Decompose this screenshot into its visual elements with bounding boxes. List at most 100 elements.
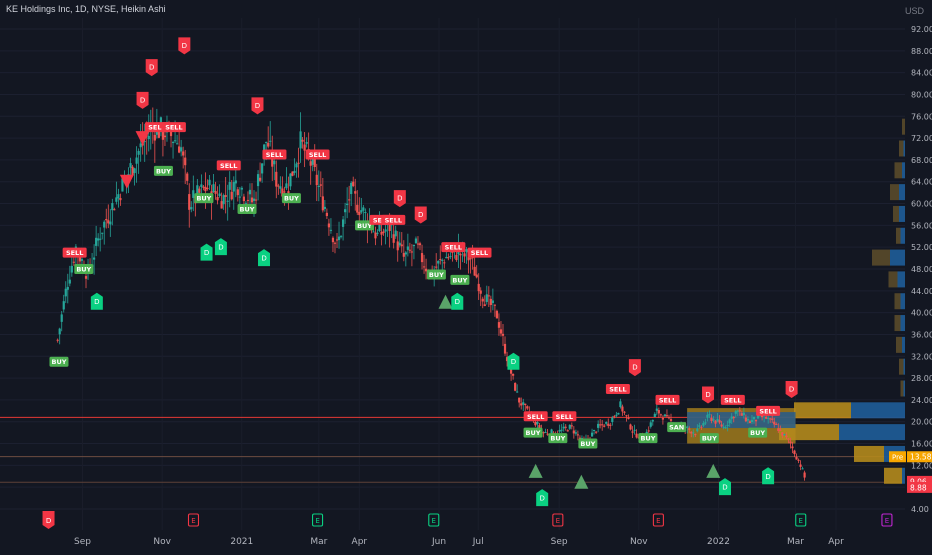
candle-body bbox=[487, 295, 490, 297]
signal-badge bbox=[426, 269, 446, 280]
price-axis-tick: 80.00 bbox=[911, 90, 932, 99]
candle-body bbox=[568, 424, 571, 429]
dividend-flag bbox=[628, 359, 641, 377]
candle-body bbox=[346, 203, 349, 206]
candle-body bbox=[309, 161, 312, 166]
candle-body bbox=[105, 219, 108, 221]
candle-body bbox=[803, 472, 806, 478]
candle-body bbox=[633, 429, 636, 431]
candle-body bbox=[271, 154, 274, 167]
candle-body bbox=[398, 242, 401, 246]
price-labels: 13.58Pre9.068.88 bbox=[889, 451, 932, 493]
candle-body bbox=[66, 286, 69, 290]
candle-body bbox=[319, 184, 322, 186]
price-axis-tick: 32.00 bbox=[911, 352, 932, 361]
candle-body bbox=[475, 274, 478, 278]
candle-body bbox=[621, 406, 624, 412]
candle-body bbox=[779, 429, 782, 431]
candle-body bbox=[505, 357, 509, 362]
event-text: E bbox=[799, 517, 803, 525]
time-axis-label: Sep bbox=[551, 537, 568, 547]
signal-badge bbox=[720, 394, 745, 405]
candle-body bbox=[578, 437, 582, 439]
candle-body bbox=[416, 243, 420, 245]
candle-body bbox=[443, 262, 446, 264]
candle-body bbox=[607, 423, 610, 426]
event-marker: D bbox=[42, 511, 55, 529]
candle-body bbox=[698, 425, 701, 427]
candle-body bbox=[799, 464, 802, 467]
candle-body bbox=[501, 333, 505, 336]
candle-body bbox=[380, 231, 383, 235]
candle-body bbox=[465, 249, 468, 253]
volume-profile-bar bbox=[894, 293, 901, 310]
candle-body bbox=[295, 163, 298, 168]
candle-body bbox=[424, 268, 428, 272]
signal-badge bbox=[194, 193, 214, 204]
candle-body bbox=[791, 446, 794, 449]
volume-profile-bar bbox=[839, 424, 905, 441]
candle-body bbox=[503, 343, 507, 354]
candle-body bbox=[536, 422, 539, 425]
candle-body bbox=[147, 135, 150, 140]
time-axis[interactable]: Sep Nov 2021 Mar Apr Jun Jul Sep Nov 2022 Mar Apr bbox=[74, 537, 844, 547]
dividend-flag bbox=[702, 386, 715, 404]
candle-body bbox=[220, 201, 223, 209]
signal-label: BUY bbox=[580, 440, 595, 448]
dividend-flag bbox=[200, 243, 213, 261]
candle-body bbox=[119, 198, 122, 201]
candle-body bbox=[651, 419, 654, 422]
candle-body bbox=[404, 252, 407, 255]
currency-label: USD bbox=[904, 6, 924, 16]
signal-badge bbox=[161, 122, 186, 133]
dividend-marker: D bbox=[785, 381, 798, 398]
volume-profile-bar bbox=[897, 271, 905, 288]
candle-body bbox=[445, 256, 448, 259]
time-axis-label: Mar bbox=[310, 537, 327, 547]
candle-body bbox=[285, 183, 288, 189]
candle-body bbox=[613, 416, 616, 418]
candle-body bbox=[414, 238, 418, 244]
candle-body bbox=[665, 415, 669, 417]
time-axis-label: Nov bbox=[630, 537, 648, 547]
candle-body bbox=[335, 239, 339, 241]
candle-body bbox=[188, 194, 191, 210]
candle-body bbox=[222, 195, 225, 205]
signal-triangle bbox=[119, 174, 134, 189]
candle-body bbox=[388, 224, 391, 232]
price-axis-badge: 13.58 Pre bbox=[889, 451, 932, 463]
candle-body bbox=[315, 174, 318, 186]
time-axis-label: Nov bbox=[153, 537, 171, 547]
candle-body bbox=[520, 403, 523, 406]
candle-body bbox=[629, 424, 632, 430]
candle-body bbox=[348, 199, 351, 201]
price-axis-tick: 24.00 bbox=[911, 396, 932, 405]
candle-body bbox=[718, 420, 721, 423]
event-marker: E bbox=[552, 513, 564, 527]
candle-body bbox=[435, 266, 438, 268]
candle-body bbox=[131, 166, 134, 176]
candle-body bbox=[56, 339, 59, 341]
candle-body bbox=[730, 416, 733, 419]
dividend-flag bbox=[536, 489, 549, 507]
candle-body bbox=[396, 241, 399, 251]
candle-body bbox=[499, 329, 503, 334]
candle-body bbox=[760, 415, 764, 418]
candle-body bbox=[250, 197, 254, 203]
volume-profile-bar bbox=[902, 162, 905, 179]
signal-badge bbox=[523, 427, 543, 438]
event-shape bbox=[187, 513, 200, 527]
candle-body bbox=[775, 423, 778, 425]
price-axis[interactable]: 92.00 88.00 84.00 80.00 76.00 72.00 68.00 64.00… bbox=[907, 0, 932, 550]
volume-profile-bar bbox=[902, 118, 905, 135]
candle-body bbox=[736, 410, 739, 412]
signal-badge bbox=[523, 411, 548, 422]
candle-body bbox=[269, 140, 272, 142]
candle-body bbox=[238, 196, 241, 198]
candle-body bbox=[694, 434, 697, 436]
signal-badge bbox=[467, 247, 492, 258]
candle-body bbox=[313, 159, 316, 167]
candle-body bbox=[325, 212, 328, 217]
signal-badge bbox=[748, 427, 768, 438]
